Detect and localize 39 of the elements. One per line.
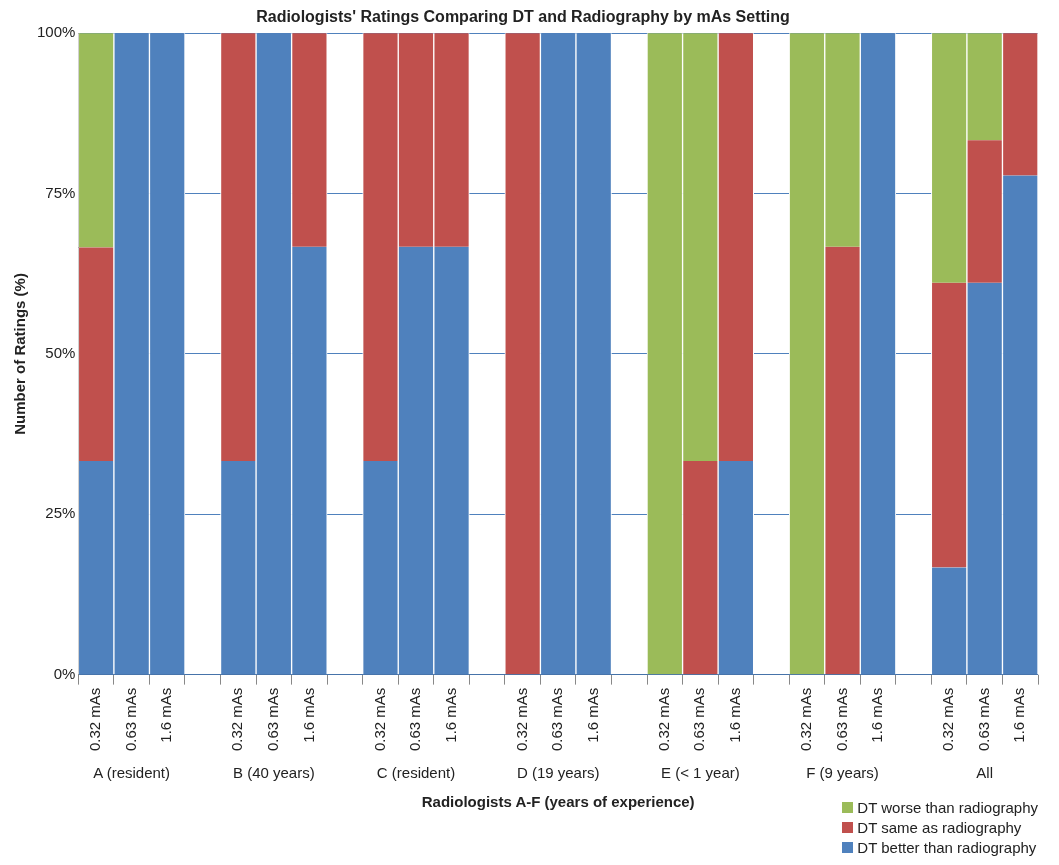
text: A (resident) [93,764,171,782]
x-tick-label: 1.6 mAs [157,687,175,743]
x-tick-label: 0.63 mAs [690,687,708,752]
x-tick-label: 1.6 mAs [868,687,886,743]
y-tick-label: 100% [36,23,76,41]
x-tick-label: 1.6 mAs [1010,687,1028,743]
x-tick-label: 1.6 mAs [441,687,459,743]
y-tick-label: 25% [45,504,76,522]
text: D (19 years) [516,764,600,782]
x-tick-label: 1.6 mAs [726,687,744,743]
chart-title: Radiologists' Ratings Comparing DT and Radiography by mAs Setting [256,8,790,26]
x-tick-label: 0.63 mAs [263,687,281,752]
y-tick-label: 50% [45,344,76,362]
x-tick-label: 0.63 mAs [832,687,850,752]
x-tick-label: 0.32 mAs [797,687,815,752]
text: All [976,764,994,782]
text: C (resident) [376,764,456,782]
x-tick-label: 0.63 mAs [121,687,139,752]
x-tick-label: 0.63 mAs [406,687,424,752]
x-tick-label: 1.6 mAs [299,687,317,743]
x-tick-label: 1.6 mAs [583,687,601,743]
y-axis-title: Number of Ratings (%) [11,273,29,435]
text: F (9 years) [806,764,879,782]
x-tick-label: 0.32 mAs [370,687,388,752]
x-tick-label: 0.32 mAs [228,687,246,752]
y-tick-label: 0% [53,664,76,682]
y-tick-label: 75% [45,183,76,201]
text: B (40 years) [232,764,315,782]
legend-label: DT worse than radiography [857,799,1038,816]
x-axis-title: Radiologists A-F (years of experience) [421,793,695,811]
x-tick-label: 0.32 mAs [86,687,104,752]
x-tick-label: 0.63 mAs [548,687,566,752]
x-tick-label: 0.63 mAs [974,687,992,752]
x-tick-label: 0.32 mAs [512,687,530,752]
legend-label: DT same as radiography [857,819,1022,836]
legend-label: DT better than radiography [857,839,1037,856]
text: E (< 1 year) [660,764,740,782]
x-tick-label: 0.32 mAs [654,687,672,752]
x-tick-label: 0.32 mAs [939,687,957,752]
